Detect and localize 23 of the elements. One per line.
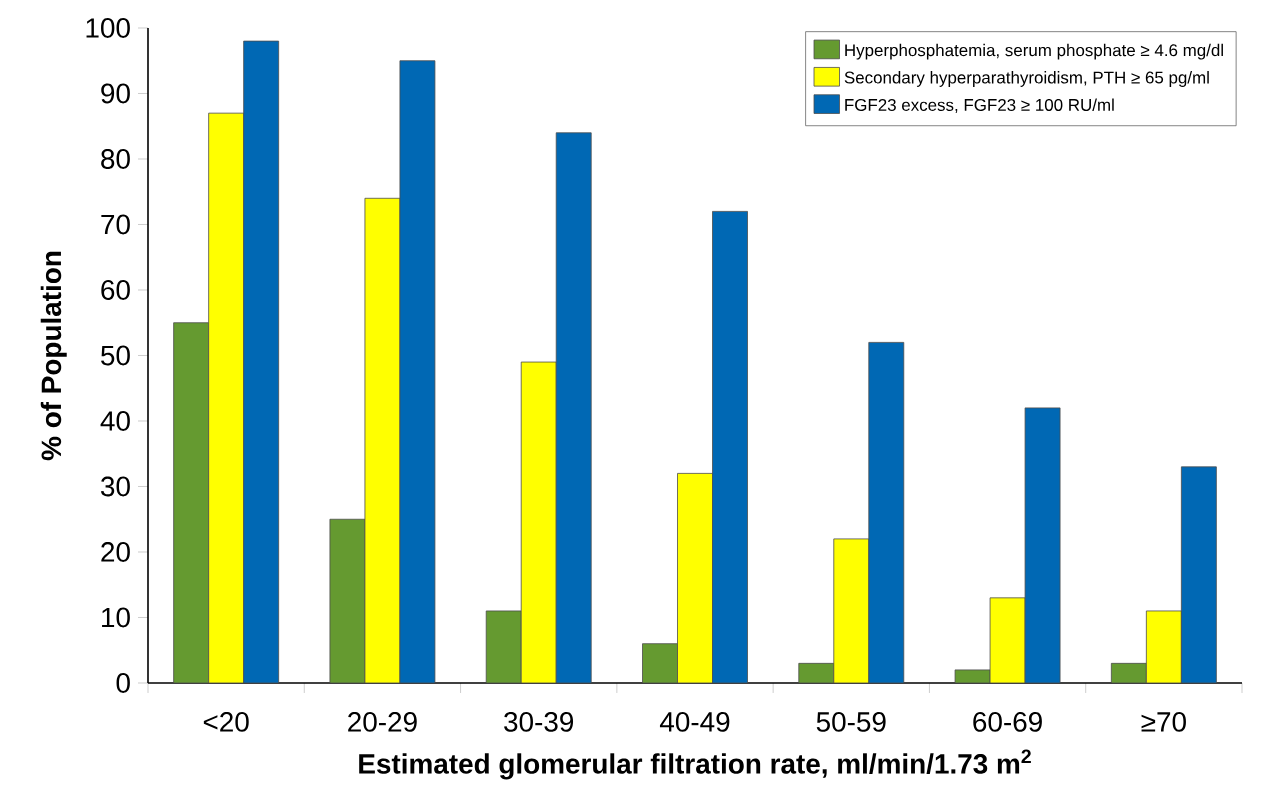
y-tick-label: 70 (101, 214, 130, 235)
y-tick-label: 80 (101, 149, 130, 169)
y-tick-label: 100 (86, 18, 130, 38)
x-tick-label: ≥70 (1141, 712, 1186, 732)
y-tick-label: 60 (101, 280, 130, 300)
x-tick-label: 40-49 (659, 712, 730, 732)
y-tick-label: 30 (100, 476, 130, 497)
y-tick-label: 50 (101, 345, 130, 366)
y-tick-label: 0 (116, 673, 130, 693)
x-axis-title: Estimated glomerular filtration rate, ml/min/1.73 m$^{2}$ (359, 749, 1031, 780)
x-tick-label: 20-29 (348, 712, 417, 732)
y-tick-label: 20 (101, 542, 130, 562)
x-tick-label: 30-39 (504, 712, 574, 732)
x-tick-label: 50-59 (816, 712, 886, 732)
x-tick-label: <20 (203, 712, 249, 732)
y-tick-label: 90 (101, 83, 130, 104)
y-tick-label: 10 (102, 607, 130, 628)
y-tick-label: 40 (100, 411, 130, 431)
x-tick-label: 60-69 (973, 712, 1042, 732)
legend-label: Secondary hyperparathyroidism, PTH ≥ 65 pg/ml (844, 71, 1209, 87)
y-axis-title: % of Population (40, 251, 67, 461)
legend-label: Hyperphosphatemia, serum phosphate ≥ 4.6 mg/dl (845, 43, 1223, 60)
legend-label: FGF23 excess, FGF23 ≥ 100 RU/ml (845, 98, 1114, 113)
